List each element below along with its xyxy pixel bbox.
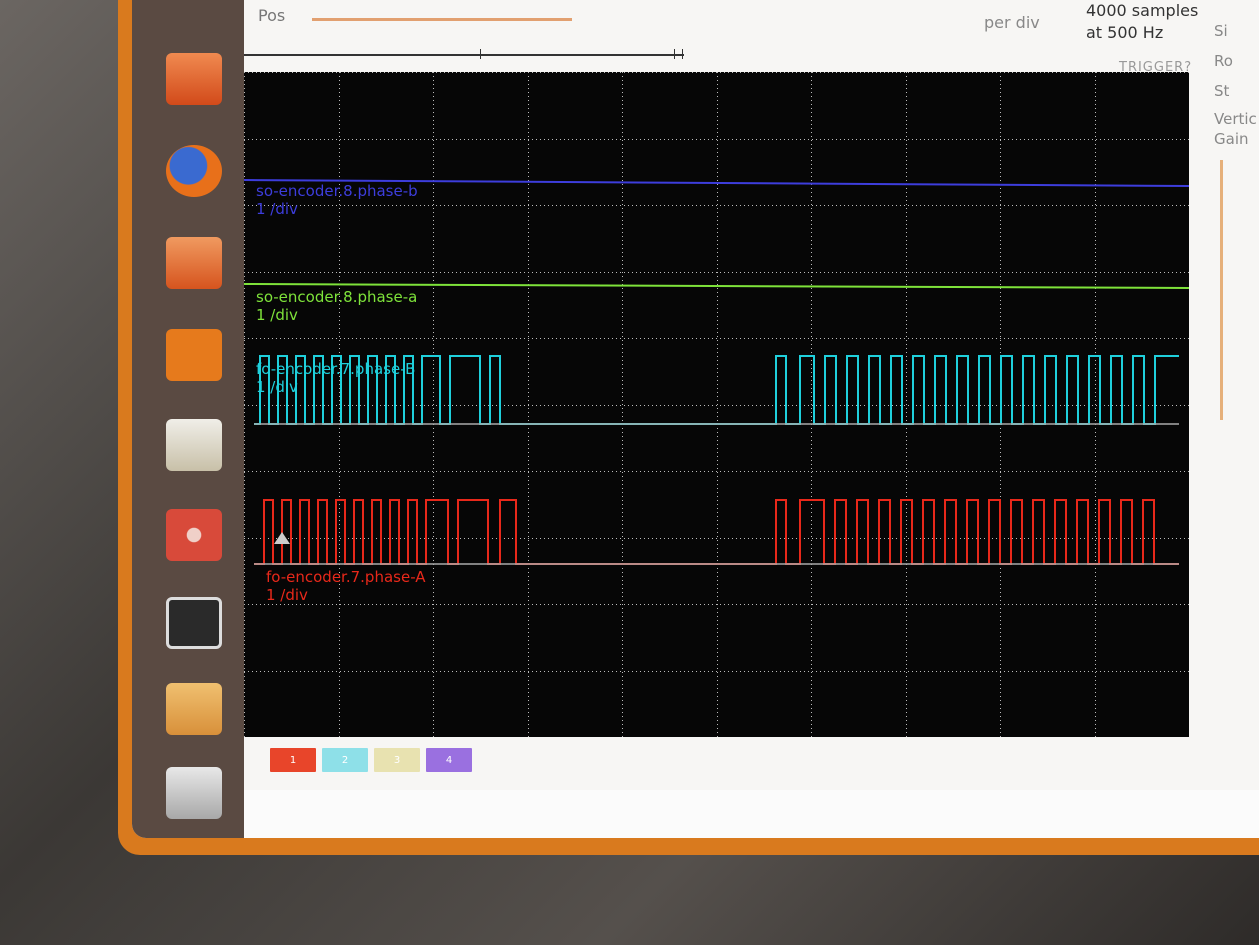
trigger-label[interactable]: TRIGGER? [1119, 60, 1193, 75]
launcher [132, 0, 244, 838]
channel-tab-4[interactable]: 4 [426, 748, 472, 772]
gain-label: Gain [1214, 130, 1249, 148]
side-item-1[interactable]: Si [1214, 22, 1228, 40]
launcher-item-ubuntu-one[interactable] [152, 314, 236, 396]
terminal-icon [166, 597, 222, 649]
trace-label-so-encoder-phase-a: so-encoder.8.phase-a 1 /div [256, 288, 417, 324]
halscope-window: Pos per div 4000 samples at 500 Hz TRIGG… [244, 0, 1259, 838]
channel-tab-2[interactable]: 2 [322, 748, 368, 772]
trace-so-encoder-phase-b [244, 179, 1189, 187]
sample-info: 4000 samples at 500 Hz [1086, 0, 1198, 44]
trace-scale: 1 /div [266, 586, 308, 604]
gimp-icon [166, 683, 222, 735]
screen: Pos per div 4000 samples at 500 Hz TRIGG… [132, 0, 1259, 838]
files-icon [166, 53, 222, 105]
channel-selector: 1 2 3 4 [270, 748, 472, 772]
gain-slider[interactable] [1220, 160, 1223, 420]
status-bar [244, 790, 1259, 838]
trace-label-fo-encoder-phase-A: fo-encoder.7.phase-A 1 /div [266, 568, 426, 604]
scope-display[interactable]: so-encoder.8.phase-b 1 /div so-encoder.8… [244, 72, 1189, 737]
launcher-item-software-center[interactable] [152, 222, 236, 304]
launcher-item-trash[interactable] [152, 752, 236, 834]
side-item-2[interactable]: Ro [1214, 52, 1233, 70]
per-div-label: per div [984, 13, 1040, 32]
trash-icon [166, 767, 222, 819]
trace-fo-encoder-phase-A [254, 499, 1179, 565]
ubuntu-one-icon [166, 329, 222, 381]
software-center-icon [166, 237, 222, 289]
trace-label-fo-encoder-phase-B: fo-encoder.7.phase-B 1 /div [256, 360, 415, 396]
side-item-3[interactable]: St [1214, 82, 1230, 100]
trace-fo-encoder-phase-B [254, 355, 1179, 425]
sample-rate: at 500 Hz [1086, 23, 1164, 42]
right-control-panel: Si Ro St Vertic Gain [1210, 0, 1259, 838]
launcher-item-gimp[interactable] [152, 668, 236, 750]
launcher-item-terminal[interactable] [152, 582, 236, 664]
pos-slider[interactable] [312, 18, 572, 21]
launcher-item-files[interactable] [152, 38, 236, 120]
trace-so-encoder-phase-a [244, 283, 1189, 289]
vertical-label: Vertic [1214, 110, 1257, 128]
samples-count: 4000 samples [1086, 1, 1199, 20]
channel-tab-3[interactable]: 3 [374, 748, 420, 772]
launcher-item-settings[interactable] [152, 494, 236, 576]
trigger-marker-icon [274, 532, 290, 544]
horizontal-position-scrollbar[interactable] [244, 49, 684, 59]
pos-label: Pos [258, 6, 286, 25]
channel-tab-1[interactable]: 1 [270, 748, 316, 772]
trace-scale: 1 /div [256, 200, 298, 218]
trace-scale: 1 /div [256, 306, 298, 324]
trace-name: so-encoder.8.phase-b [256, 182, 418, 200]
image-viewer-icon [166, 419, 222, 471]
trace-name: fo-encoder.7.phase-A [266, 568, 426, 586]
trace-scale: 1 /div [256, 378, 298, 396]
firefox-icon [166, 145, 222, 197]
launcher-item-firefox[interactable] [152, 130, 236, 212]
launcher-item-image-viewer[interactable] [152, 404, 236, 486]
trace-label-so-encoder-phase-b: so-encoder.8.phase-b 1 /div [256, 182, 418, 218]
scope-canvas [244, 72, 1189, 737]
settings-icon [166, 509, 222, 561]
trace-name: fo-encoder.7.phase-B [256, 360, 416, 378]
trace-name: so-encoder.8.phase-a [256, 288, 418, 306]
